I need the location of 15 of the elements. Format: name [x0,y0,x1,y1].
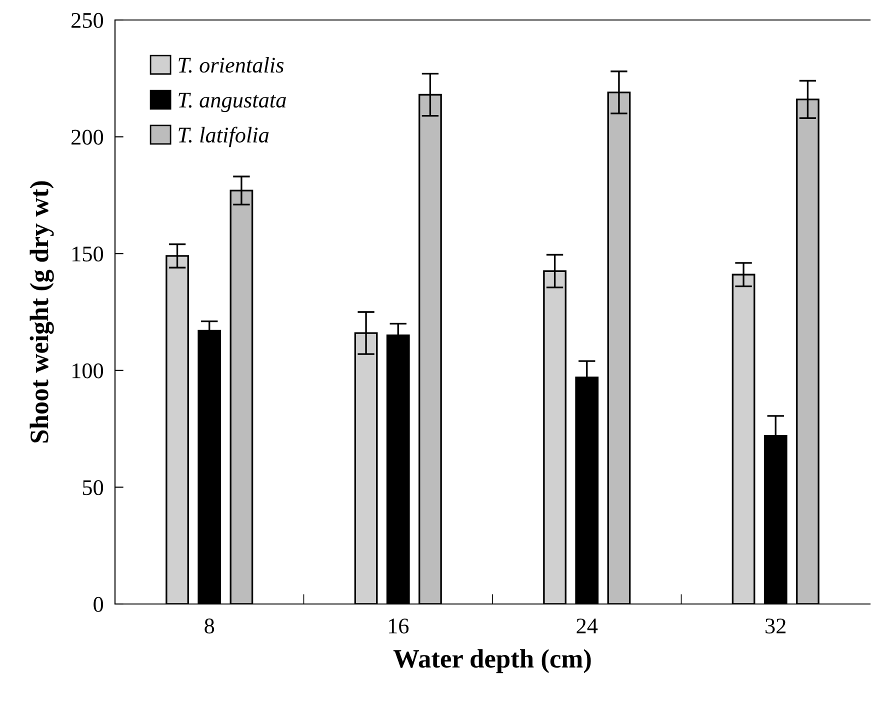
legend-label: T. orientalis [178,57,284,73]
x-tick-label: 32 [766,618,786,634]
y-tick-label: 150 [72,246,104,262]
y-tick-label: 250 [72,12,104,28]
y-axis-title: Shoot weight (g dry wt) [30,181,54,443]
x-axis-title: Water depth (cm) [393,649,591,674]
x-tick-label: 8 [204,618,214,634]
y-tick-label: 100 [72,363,104,378]
legend-label: T. angustata [178,92,286,112]
x-tick-label: 16 [388,618,409,634]
legend-label: T. latifolia [178,126,269,148]
y-tick-label: 0 [94,596,104,612]
y-tick-label: 50 [82,480,104,496]
x-tick-label: 24 [576,618,598,634]
y-tick-label: 200 [72,130,104,145]
